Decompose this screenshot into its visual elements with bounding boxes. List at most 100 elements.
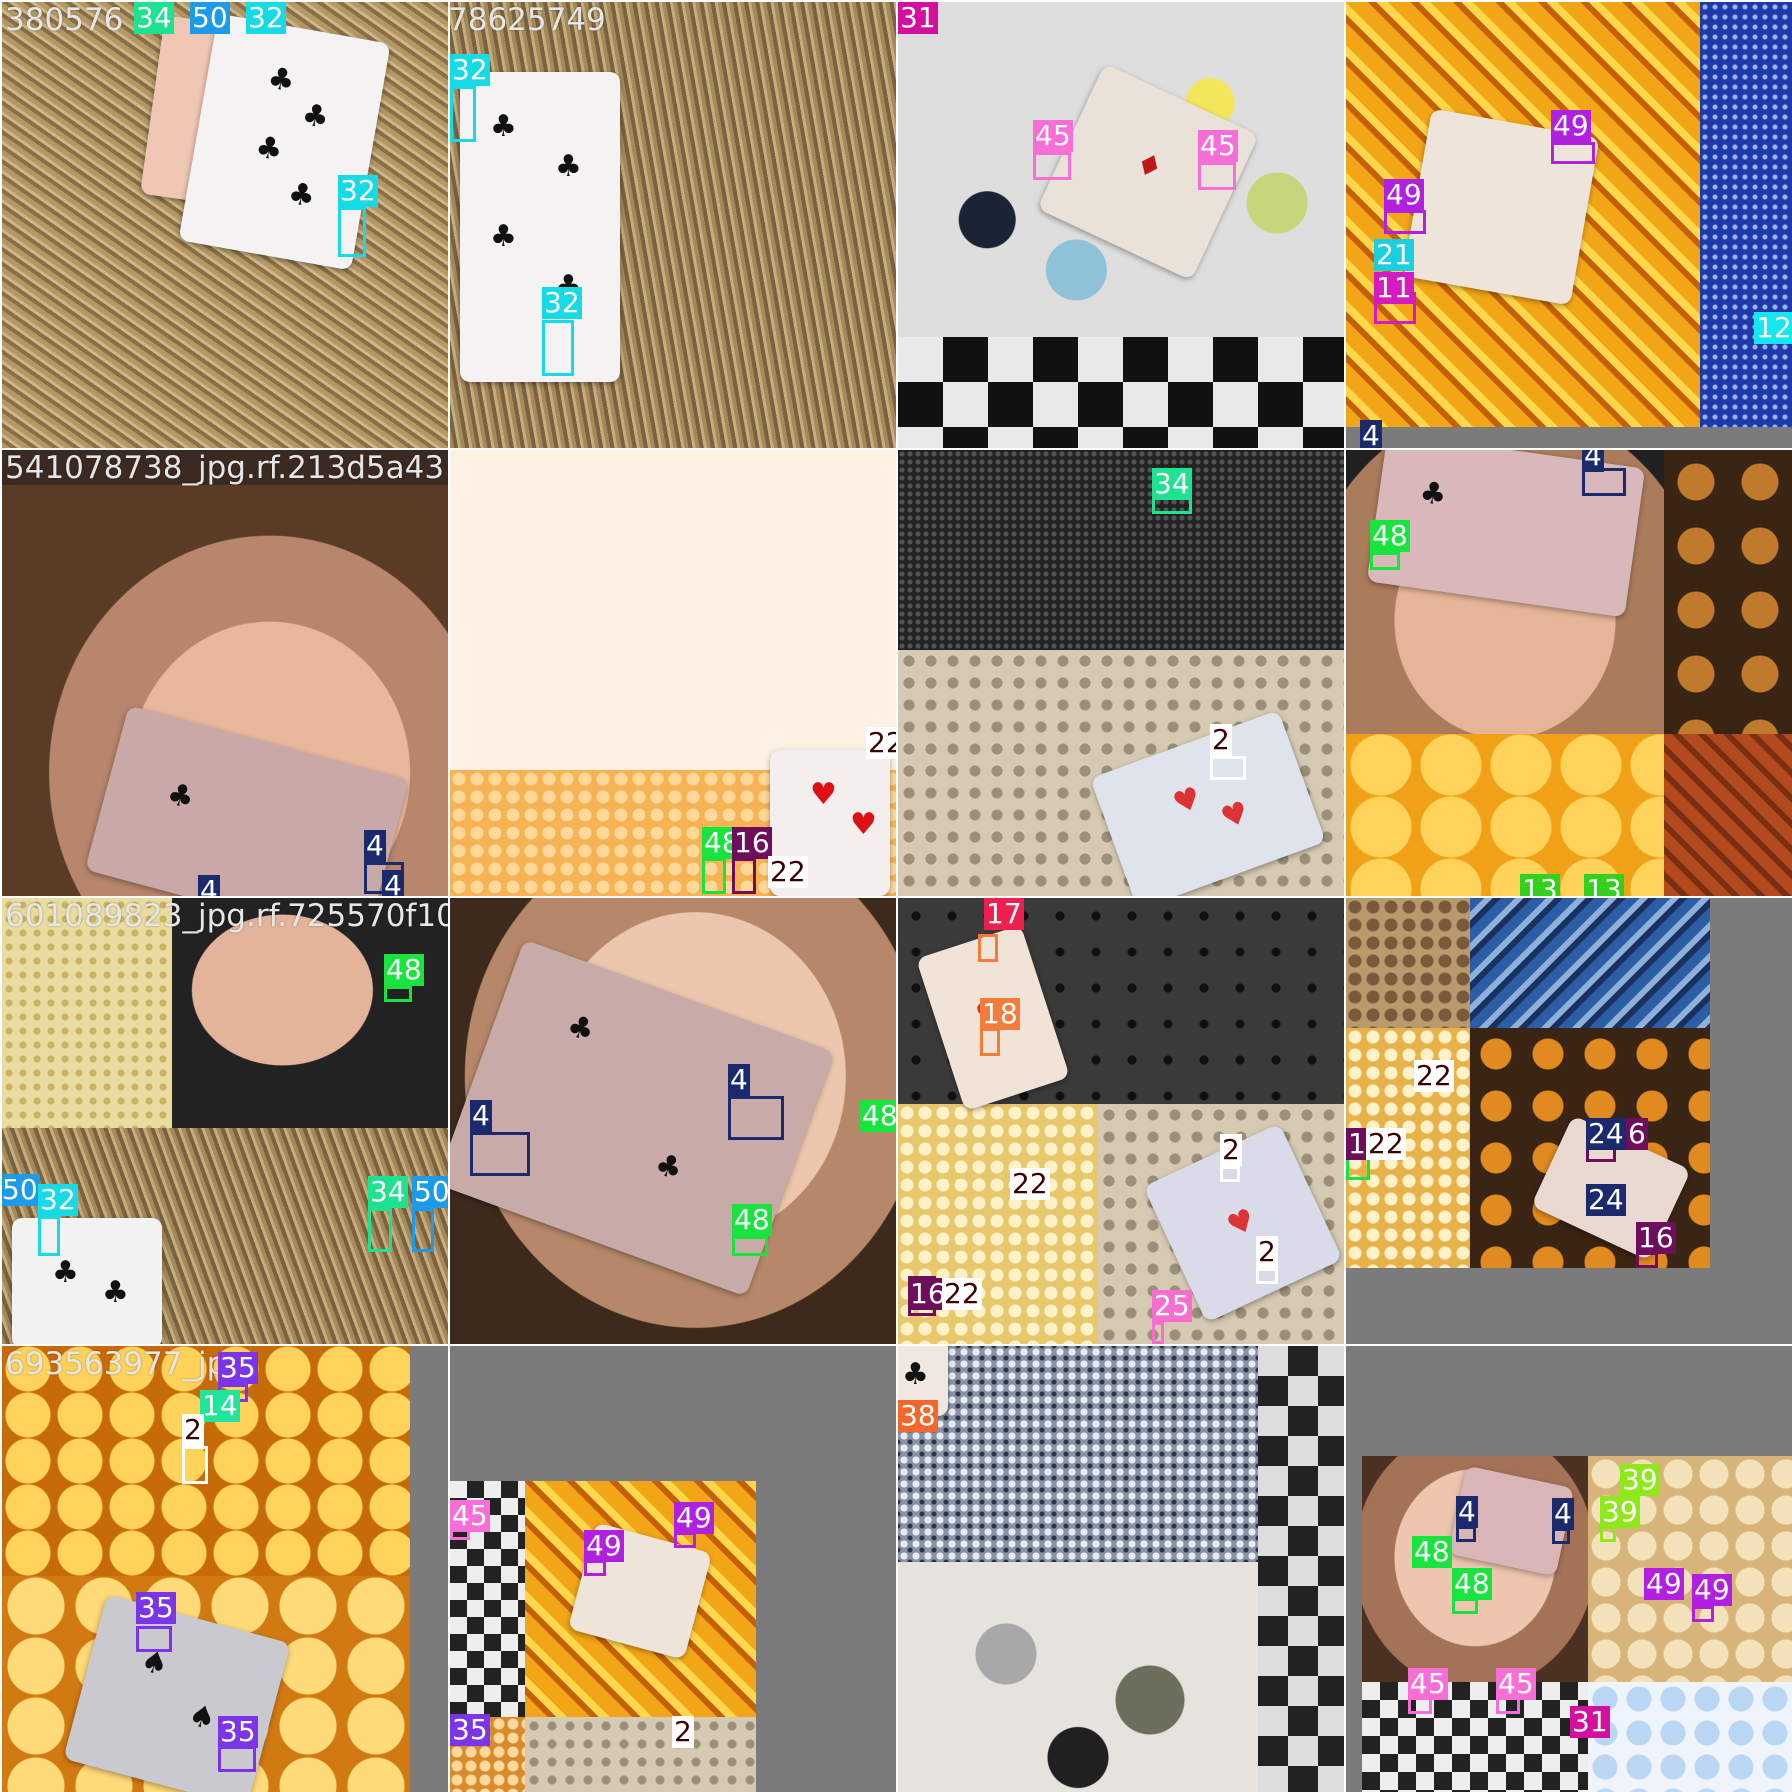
detection-label: 18 bbox=[980, 997, 1020, 1030]
tile-title: 601089823_jpg.rf.725570f10 bbox=[5, 898, 448, 934]
detection-label: 6 bbox=[1626, 1117, 1648, 1150]
detection-label: 49 bbox=[674, 1501, 714, 1534]
detection-box bbox=[182, 1446, 208, 1484]
detection-label: 21 bbox=[1374, 238, 1414, 271]
detection-box bbox=[732, 1236, 768, 1256]
detection-label: 49 bbox=[1551, 109, 1591, 142]
knit-background bbox=[898, 450, 1344, 650]
detection-label: 50 bbox=[190, 2, 230, 34]
sparkle-background bbox=[1700, 2, 1792, 427]
waffle-background bbox=[1588, 1456, 1792, 1682]
heart-icon: ♥ bbox=[1221, 1201, 1261, 1245]
detection-box bbox=[978, 934, 998, 962]
detection-label: 12 bbox=[1754, 311, 1792, 344]
detection-box bbox=[384, 986, 412, 1002]
detection-label: 2 bbox=[182, 1413, 204, 1446]
tile-title: 693563977_jp bbox=[5, 1346, 227, 1382]
detection-label: 34 bbox=[1152, 467, 1192, 500]
detection-label: 32 bbox=[246, 2, 286, 34]
detection-label: 45 bbox=[1033, 119, 1073, 152]
club-icon: ♣ bbox=[490, 219, 517, 254]
detection-label: 34 bbox=[368, 1175, 408, 1208]
lace-background bbox=[525, 1717, 756, 1792]
heart-icon: ♥ bbox=[850, 807, 877, 842]
detection-label: 4 bbox=[1582, 450, 1604, 472]
mosaic-tile-3: ♦ 31 45 45 bbox=[898, 2, 1344, 448]
waffle-background bbox=[1664, 734, 1792, 896]
detection-box bbox=[1384, 210, 1426, 234]
detection-label: 1 bbox=[1346, 1127, 1368, 1160]
club-icon: ♣ bbox=[650, 1145, 688, 1189]
mosaic-tile-12: 22 1 22 24 6 24 16 bbox=[1346, 898, 1792, 1344]
detection-label: 48 bbox=[1370, 519, 1410, 552]
detection-box bbox=[136, 1626, 172, 1652]
detection-box bbox=[338, 207, 366, 257]
playing-card: ♣ ♣ bbox=[12, 1218, 162, 1344]
detection-box bbox=[1210, 756, 1246, 780]
detection-label: 45 bbox=[1496, 1667, 1536, 1700]
heart-icon: ♥ bbox=[1216, 794, 1254, 837]
detection-label: 4 bbox=[198, 875, 220, 896]
honeycomb-background bbox=[1346, 734, 1664, 896]
detection-label: 4 bbox=[1456, 1495, 1478, 1528]
detection-label: 11 bbox=[1374, 271, 1414, 304]
tile-title: 541078738_jpg.rf.213d5a43 bbox=[5, 450, 445, 486]
mosaic-tile-6: ♥ ♥ 22 48 16 22 bbox=[450, 450, 896, 896]
heart-icon: ♥ bbox=[1168, 780, 1206, 823]
detection-label: 22 bbox=[768, 855, 808, 888]
detection-box bbox=[1198, 162, 1236, 190]
mosaic-tile-5: ♣ 541078738_jpg.rf.213d5a43 4 4 4 bbox=[2, 450, 448, 896]
mosaic-tile-15: ♣ 38 bbox=[898, 1346, 1344, 1792]
mosaic-tile-7: ♥ ♥ 34 2 bbox=[898, 450, 1344, 896]
detection-label: 48 bbox=[384, 953, 424, 986]
detection-label: 50 bbox=[2, 1173, 40, 1206]
detection-label: 22 bbox=[1366, 1127, 1406, 1160]
detection-label: 49 bbox=[1692, 1573, 1732, 1606]
dots-background bbox=[1664, 450, 1792, 734]
detection-label: 31 bbox=[1570, 1705, 1610, 1738]
detection-box bbox=[1452, 1598, 1478, 1614]
club-icon: ♣ bbox=[902, 1357, 929, 1392]
detection-box bbox=[542, 320, 574, 376]
club-icon: ♣ bbox=[285, 175, 318, 215]
detection-label: 38 bbox=[898, 1399, 938, 1432]
club-icon: ♣ bbox=[52, 1255, 79, 1290]
detection-label: 4 bbox=[470, 1099, 492, 1132]
detection-label: 32 bbox=[338, 174, 378, 207]
detection-label: 49 bbox=[1384, 178, 1424, 211]
detection-label: 31 bbox=[898, 2, 938, 34]
detection-box bbox=[1600, 1526, 1616, 1542]
club-icon: ♣ bbox=[1417, 474, 1449, 514]
detection-box bbox=[732, 858, 756, 894]
detection-label: 16 bbox=[908, 1277, 948, 1310]
detection-label: 13 bbox=[1520, 874, 1560, 896]
club-icon: ♣ bbox=[562, 1007, 600, 1050]
mosaic-tile-8: ♣ 4 48 13 13 bbox=[1346, 450, 1792, 896]
detection-box bbox=[980, 1028, 1000, 1056]
detection-label: 4 bbox=[1360, 420, 1382, 448]
detection-box bbox=[702, 858, 726, 894]
mosaic-tile-4: 49 49 21 11 12 4 bbox=[1346, 2, 1792, 448]
detection-label: 16 bbox=[732, 826, 772, 859]
detection-box bbox=[450, 86, 476, 142]
detection-label: 34 bbox=[134, 2, 174, 34]
detection-box bbox=[1033, 152, 1071, 180]
detection-label: 45 bbox=[450, 1499, 490, 1532]
playing-card: ♣ ♣ ♣ ♣ bbox=[460, 72, 620, 382]
polka-background bbox=[898, 1562, 1258, 1792]
mosaic-tile-13: ♠ ♠ 693563977_jp 35 14 2 35 35 bbox=[2, 1346, 448, 1792]
detection-label: 4 bbox=[1552, 1497, 1574, 1530]
granite-background bbox=[898, 1346, 1258, 1562]
detection-label: 45 bbox=[1408, 1667, 1448, 1700]
detection-label: 48 bbox=[732, 1203, 772, 1236]
detection-label: 48 bbox=[1452, 1567, 1492, 1600]
mosaic-tile-11: ♥ ♥ 17 18 22 16 22 2 2 25 bbox=[898, 898, 1344, 1344]
detection-label: 2 bbox=[1210, 723, 1232, 756]
detection-label: 4 bbox=[728, 1063, 750, 1096]
detection-box bbox=[38, 1216, 60, 1256]
detection-box bbox=[1152, 1322, 1164, 1344]
spade-icon: ♠ bbox=[184, 1697, 220, 1738]
detection-box bbox=[218, 1746, 256, 1772]
detection-label: 35 bbox=[218, 1351, 258, 1384]
